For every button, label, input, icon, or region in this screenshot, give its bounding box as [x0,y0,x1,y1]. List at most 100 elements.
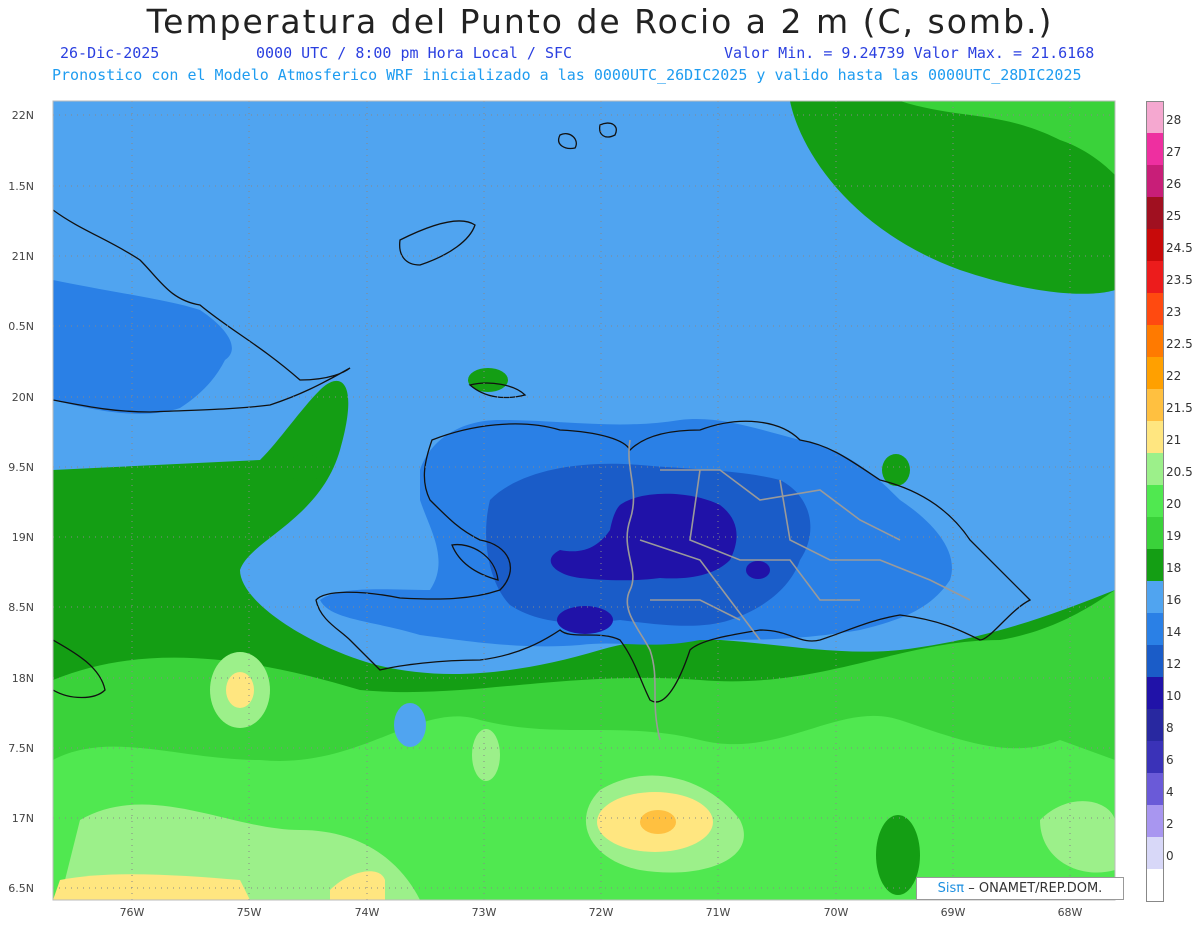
colorbar-label: 2 [1166,817,1174,831]
colorbar-label: 14 [1166,625,1182,639]
border-haiti-dr [626,439,661,741]
colorbar-swatch [1146,613,1164,645]
lon-label: 70W [823,906,849,919]
colorbar-label: 16 [1166,593,1182,607]
coastline-turks [599,122,617,138]
field-19-ne [900,101,1115,175]
coastline-gonave [451,543,499,581]
lat-label: 8.5N [8,601,34,614]
colorbar-swatch [1146,549,1164,581]
colorbar-swatch [1146,453,1164,485]
colorbar-label: 18 [1166,561,1182,575]
lon-label: 68W [1057,906,1083,919]
lat-label: 20N [11,391,34,404]
lat-label: 22N [11,109,34,122]
colorbar-label: 4 [1166,785,1174,799]
colorbar-swatch [1146,421,1164,453]
field-18-island [468,368,508,392]
field-10-e [746,561,770,579]
colorbar-label: 21.5 [1166,401,1193,415]
forecast-date: 26-Dic-2025 [60,44,160,62]
colorbar-swatch [1146,709,1164,741]
field-10-sw [557,606,613,634]
field-21-d [330,871,385,900]
lat-label: 7.5N [8,742,34,755]
lat-label: 19N [11,531,34,544]
field-21-c [53,874,250,900]
field-18-isle-c [882,454,910,486]
field-10-core [550,493,737,581]
map-title: Temperatura del Punto de Rocio a 2 m (C,… [146,2,1054,41]
province-borders-a [639,469,971,641]
coastline-tortuga [468,382,527,399]
forecast-description: Pronostico con el Modelo Atmosferico WRF… [52,66,1082,84]
colorbar-swatch [1146,325,1164,357]
field-20-5-c [1040,801,1115,873]
coastline-caicos [558,133,577,150]
lat-label: 17N [11,812,34,825]
field-18-isle-b [287,454,323,482]
colorbar-swatch [1146,389,1164,421]
colorbar-label: 8 [1166,721,1174,735]
credit-text: – ONAMET/REP.DOM. [968,881,1103,896]
colorbar-label: 23.5 [1166,273,1193,287]
colorbar-swatch [1146,197,1164,229]
lon-label: 74W [354,906,380,919]
colorbar-swatch [1146,293,1164,325]
colorbar-label: 25 [1166,209,1182,223]
coastline-hispaniola [315,420,1032,703]
colorbar-label: 22.5 [1166,337,1193,351]
lon-label: 71W [705,906,731,919]
lat-label: 6.5N [8,882,34,895]
field-21-5 [640,810,676,834]
colorbar-label: 28 [1166,113,1182,127]
colorbar-label: 12 [1166,657,1182,671]
colorbar-swatch [1146,741,1164,773]
colorbar-swatch [1146,517,1164,549]
credit-brand: Sisπ [937,881,965,896]
colorbar-swatch [1146,837,1164,869]
colorbar-label: 21 [1166,433,1182,447]
field-16-lake [394,703,426,747]
colorbar-label: 19 [1166,529,1182,543]
colorbar-label: 0 [1166,849,1174,863]
colorbar-swatch [1146,677,1164,709]
colorbar-label: 27 [1166,145,1182,159]
colorbar-swatch [1146,869,1164,902]
colorbar-swatch [1146,645,1164,677]
field-14-cuba [53,280,232,414]
colorbar-swatch [1146,101,1164,134]
coastline-cuba [53,209,351,413]
field-18-sw [876,815,920,895]
lat-label: 18N [11,672,34,685]
colorbar-swatch [1146,165,1164,197]
colorbar-swatch [1146,773,1164,805]
colorbar-swatch [1146,485,1164,517]
colorbar-label: 10 [1166,689,1182,703]
lat-label: 1.5N [8,180,34,193]
colorbar-label: 6 [1166,753,1174,767]
coastline-jamaica [53,639,106,699]
forecast-time: 0000 UTC / 8:00 pm Hora Local / SFC [256,44,573,62]
colorbar-swatch [1146,133,1164,165]
colorbar-label: 23 [1166,305,1182,319]
credit-box: Sisπ – ONAMET/REP.DOM. [916,877,1124,900]
colorbar-swatch [1146,357,1164,389]
colorbar-label: 22 [1166,369,1182,383]
lon-label: 76W [119,906,145,919]
lon-label: 73W [471,906,497,919]
colorbar-swatch [1146,229,1164,261]
colorbar-label: 26 [1166,177,1182,191]
map-frame [52,100,1116,901]
colorbar-swatch [1146,261,1164,293]
min-max-values: Valor Min. = 9.24739 Valor Max. = 21.616… [724,44,1095,62]
lon-label: 75W [236,906,262,919]
colorbar-label: 20.5 [1166,465,1193,479]
colorbar-swatch [1146,581,1164,613]
lon-label: 72W [588,906,614,919]
lat-label: 21N [11,250,34,263]
colorbar-swatch [1146,805,1164,837]
field-20-5-e [472,729,500,781]
coastline-inagua [399,220,476,266]
